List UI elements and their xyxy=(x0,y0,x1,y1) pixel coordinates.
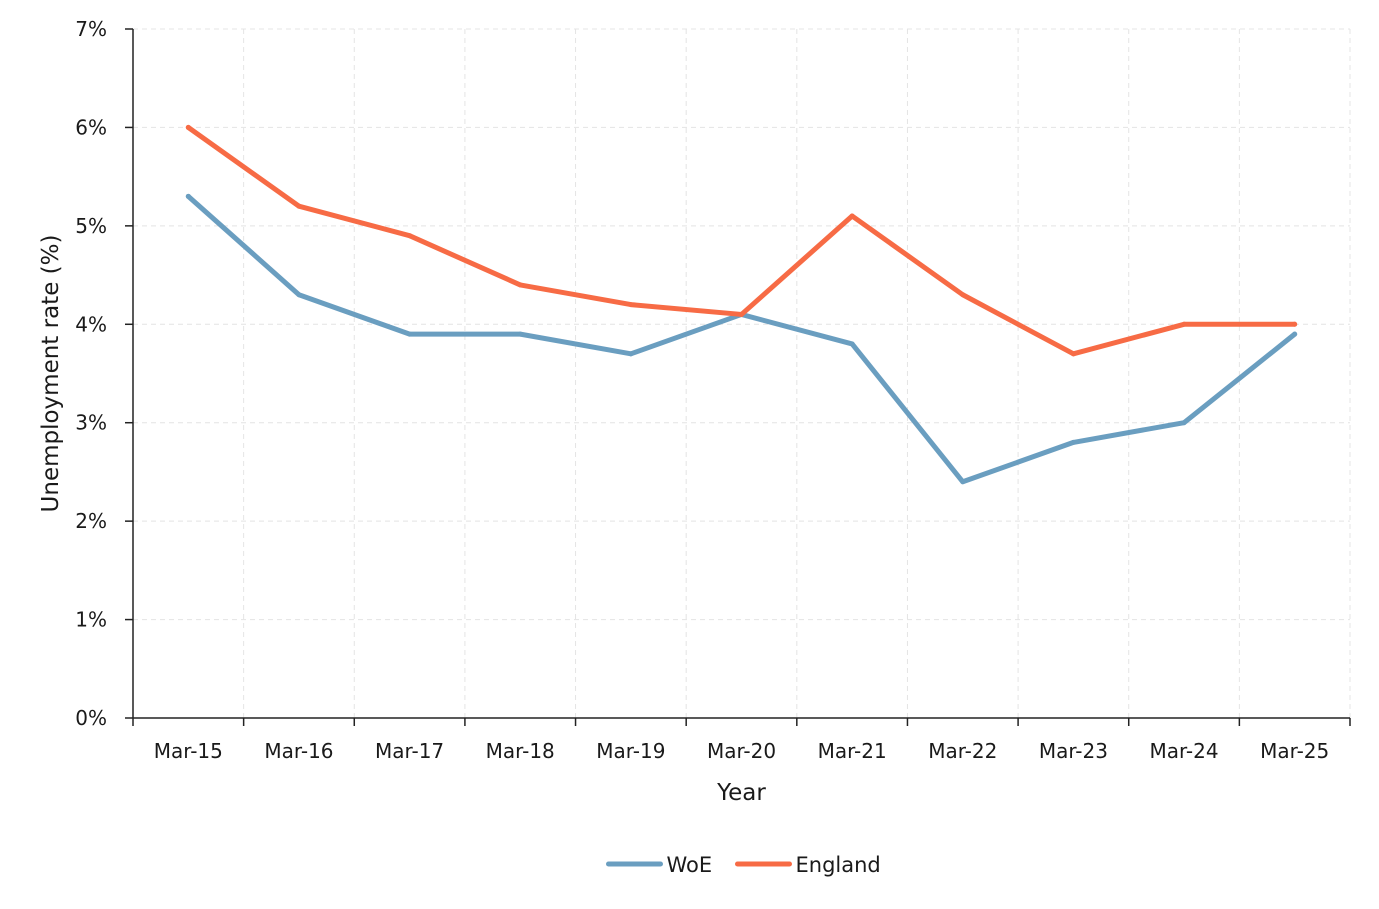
x-tick-label: Mar-21 xyxy=(818,739,887,763)
y-axis-ticks: 0% 1% 2% 3% 4% 5% 6% 7% xyxy=(75,17,133,730)
x-tick-label: Mar-18 xyxy=(486,739,555,763)
y-tick-label: 3% xyxy=(75,411,107,435)
grid xyxy=(133,28,1351,718)
y-tick-label: 7% xyxy=(75,17,107,41)
y-tick-label: 6% xyxy=(75,115,107,139)
legend-label-england: England xyxy=(796,853,881,877)
axes xyxy=(132,29,1350,719)
data-point-england xyxy=(1070,351,1076,357)
x-tick-label: Mar-19 xyxy=(596,739,665,763)
data-point-woe xyxy=(1181,420,1187,426)
x-tick-label: Mar-25 xyxy=(1260,739,1329,763)
y-tick-label: 4% xyxy=(75,312,107,336)
y-tick-label: 1% xyxy=(75,608,107,632)
y-tick-label: 5% xyxy=(75,214,107,238)
series xyxy=(185,124,1298,485)
y-axis-title: Unemployment rate (%) xyxy=(38,235,64,513)
x-tick-label: Mar-23 xyxy=(1039,739,1108,763)
data-point-england xyxy=(296,203,302,209)
y-tick-label: 0% xyxy=(75,706,107,730)
legend-label-woe: WoE xyxy=(667,853,713,877)
data-point-england xyxy=(628,302,634,308)
x-tick-label: Mar-15 xyxy=(154,739,223,763)
data-point-england xyxy=(185,124,191,130)
data-point-woe xyxy=(517,331,523,337)
x-tick-label: Mar-17 xyxy=(375,739,444,763)
x-tick-label: Mar-24 xyxy=(1149,739,1218,763)
data-point-england xyxy=(739,311,744,317)
x-axis-ticks: Mar-15 Mar-16 Mar-17 Mar-18 Mar-19 Mar-20 Mar-… xyxy=(132,718,1351,763)
data-point-woe xyxy=(1070,439,1076,445)
x-tick-label: Mar-22 xyxy=(928,739,997,763)
data-point-england xyxy=(1181,321,1187,327)
x-tick-label: Mar-16 xyxy=(264,739,333,763)
x-axis-title: Year xyxy=(716,780,766,806)
data-point-england xyxy=(407,233,413,239)
data-point-england xyxy=(849,213,855,219)
y-tick-label: 2% xyxy=(75,509,107,533)
data-point-woe xyxy=(628,351,634,357)
data-point-england xyxy=(517,282,523,288)
data-point-woe xyxy=(296,292,302,298)
data-point-woe xyxy=(849,341,855,347)
data-point-woe xyxy=(1292,331,1298,337)
data-point-woe xyxy=(185,193,191,199)
data-point-woe xyxy=(960,479,966,485)
data-point-england xyxy=(1292,321,1298,327)
x-tick-label: Mar-20 xyxy=(707,739,776,763)
data-point-woe xyxy=(407,331,413,337)
legend: WoE England xyxy=(606,853,881,877)
data-point-england xyxy=(960,292,966,298)
